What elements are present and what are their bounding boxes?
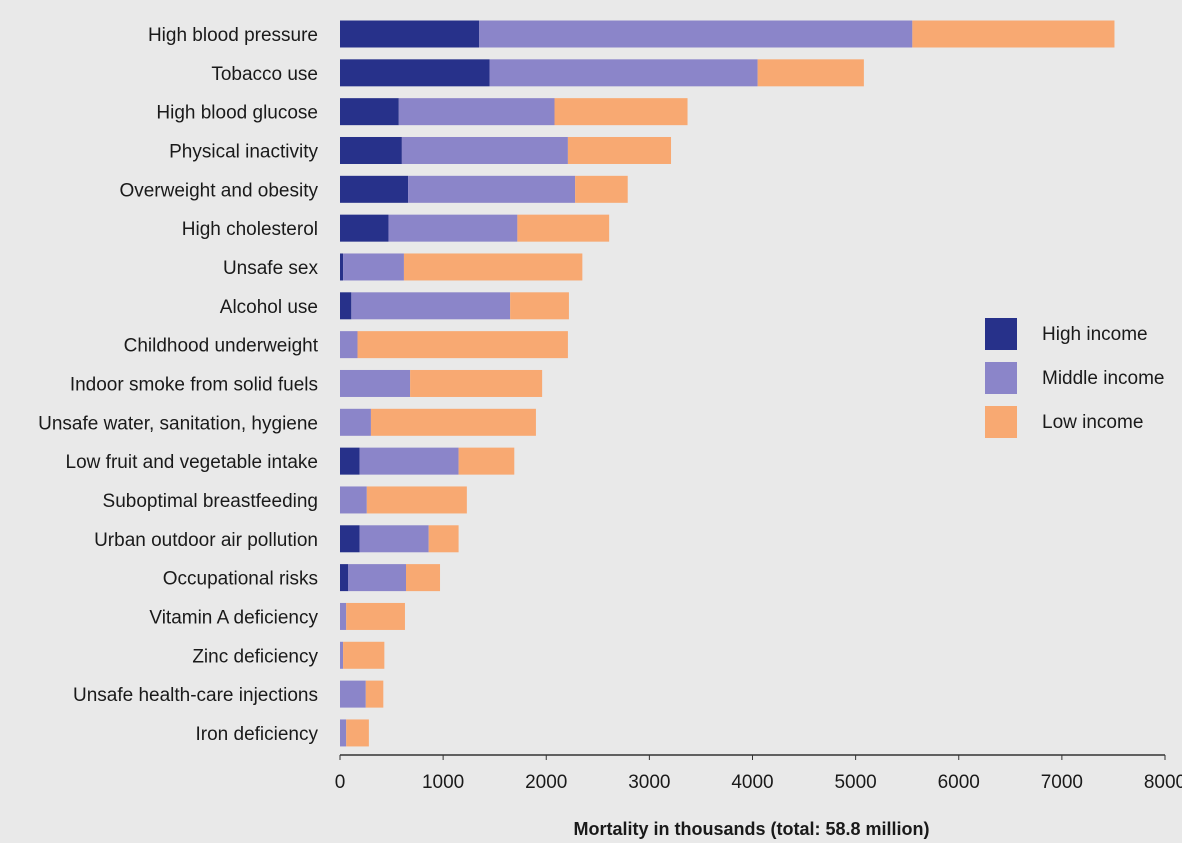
legend-label: High income	[1042, 324, 1148, 345]
bar-segment	[458, 447, 515, 475]
bar-segment	[346, 719, 369, 747]
bar-segment	[340, 136, 402, 164]
bar-segment	[351, 292, 511, 320]
category-label: Unsafe health-care injections	[73, 685, 318, 706]
category-label: Indoor smoke from solid fuels	[70, 374, 318, 395]
category-label: Unsafe sex	[223, 258, 319, 279]
bar-segment	[340, 602, 347, 630]
bar-segment	[340, 253, 344, 281]
bar-segment	[408, 175, 576, 203]
bar-segment	[340, 20, 480, 48]
bar-segment	[348, 564, 406, 592]
bar-segment	[575, 175, 628, 203]
category-label: High blood glucose	[156, 103, 318, 124]
x-tick-label: 2000	[525, 772, 567, 793]
x-axis-ticks: 0 1000 2000 3000 4000 5000 6000 7000 8000	[335, 755, 1182, 793]
category-labels: High blood pressure Tobacco use High blood…	[38, 25, 319, 745]
x-tick-label: 1000	[422, 772, 464, 793]
bar-segment	[479, 20, 913, 48]
category-label: Vitamin A deficiency	[149, 607, 318, 628]
x-tick-label: 3000	[628, 772, 670, 793]
x-tick-label: 4000	[731, 772, 773, 793]
legend-label: Middle income	[1042, 368, 1165, 389]
bar-segment	[340, 214, 389, 242]
x-tick-label: 6000	[938, 772, 980, 793]
bar-segment	[340, 680, 366, 708]
x-tick-label: 0	[335, 772, 346, 793]
bar-segment	[370, 408, 536, 436]
bar-segment	[554, 98, 688, 126]
bar-segment	[388, 214, 518, 242]
legend-label: Low income	[1042, 412, 1143, 433]
category-label: Occupational risks	[163, 569, 318, 590]
x-tick-label: 5000	[834, 772, 876, 793]
category-label: Unsafe water, sanitation, hygiene	[38, 413, 318, 434]
category-label: Urban outdoor air pollution	[94, 530, 318, 551]
category-label: Tobacco use	[211, 64, 318, 85]
category-label: Childhood underweight	[124, 336, 319, 357]
category-label: High cholesterol	[182, 219, 318, 240]
bar-segment	[567, 136, 672, 164]
bar-segment	[340, 525, 360, 553]
bar-segment	[340, 59, 490, 87]
x-axis-title: Mortality in thousands (total: 58.8 mill…	[573, 819, 929, 839]
bars-layer	[340, 20, 1115, 747]
bar-segment	[340, 564, 349, 592]
bar-segment	[343, 641, 385, 669]
bar-segment	[757, 59, 864, 87]
bar-segment	[359, 447, 459, 475]
bar-segment	[346, 602, 405, 630]
bar-segment	[510, 292, 569, 320]
category-label: Overweight and obesity	[119, 180, 318, 201]
bar-segment	[359, 525, 429, 553]
bar-segment	[912, 20, 1115, 48]
category-label: Physical inactivity	[169, 141, 318, 162]
bar-segment	[340, 486, 367, 514]
bar-segment	[340, 369, 411, 397]
bar-segment	[410, 369, 543, 397]
bar-segment	[340, 292, 352, 320]
bar-segment	[403, 253, 583, 281]
bar-segment	[340, 331, 358, 359]
bar-segment	[366, 486, 467, 514]
x-tick-label: 8000	[1144, 772, 1182, 793]
category-label: Suboptimal breastfeeding	[103, 491, 318, 512]
category-label: Low fruit and vegetable intake	[66, 452, 318, 473]
bar-segment	[365, 680, 384, 708]
bar-segment	[517, 214, 610, 242]
legend: High income Middle income Low income	[985, 318, 1165, 438]
category-label: Iron deficiency	[195, 724, 318, 745]
bar-segment	[406, 564, 441, 592]
bar-segment	[340, 408, 371, 436]
bar-segment	[428, 525, 459, 553]
legend-swatch	[985, 406, 1017, 438]
bar-segment	[340, 98, 399, 126]
bar-segment	[401, 136, 568, 164]
x-tick-label: 7000	[1041, 772, 1083, 793]
category-label: Alcohol use	[220, 297, 318, 318]
category-label: High blood pressure	[148, 25, 318, 46]
legend-swatch	[985, 318, 1017, 350]
bar-segment	[340, 719, 347, 747]
legend-swatch	[985, 362, 1017, 394]
bar-segment	[340, 175, 409, 203]
bar-segment	[398, 98, 555, 126]
bar-segment	[340, 447, 360, 475]
category-label: Zinc deficiency	[192, 646, 318, 667]
bar-segment	[343, 253, 404, 281]
bar-segment	[357, 331, 568, 359]
bar-segment	[340, 641, 344, 669]
bar-segment	[489, 59, 758, 87]
